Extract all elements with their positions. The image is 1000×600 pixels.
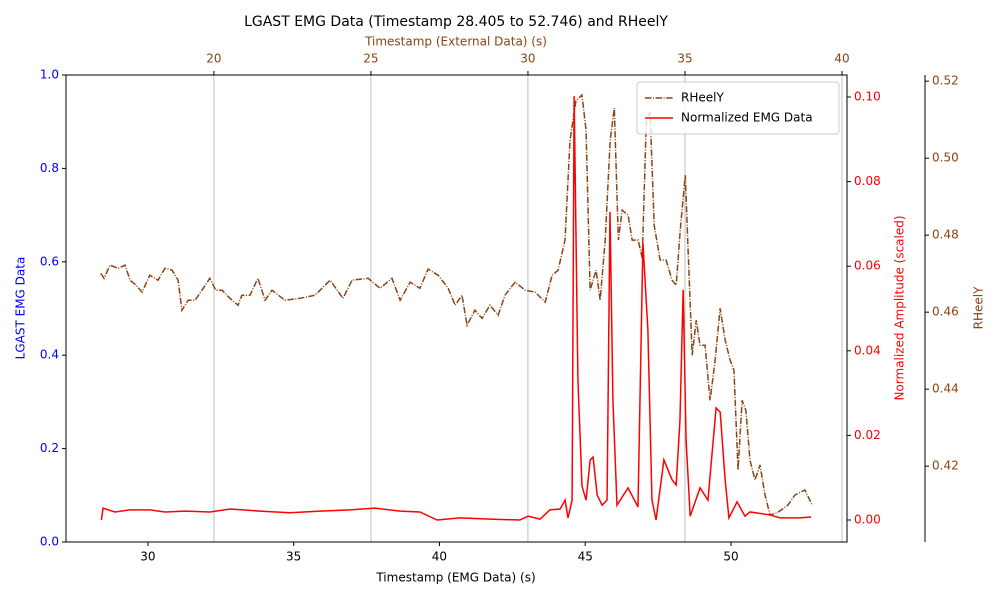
x2-axis-label: Timestamp (External Data) (s) [364,35,547,49]
x2-tick-label: 35 [677,52,692,66]
x-tick-label: 45 [578,550,593,564]
legend-label: Normalized EMG Data [681,111,813,125]
y2-tick-label: 0.00 [854,513,881,527]
y2-tick-label: 0.08 [854,174,881,188]
y3-tick-label: 0.48 [932,228,959,242]
y2-tick-label: 0.02 [854,428,881,442]
y2-tick-label: 0.06 [854,259,881,273]
data-line [100,96,812,521]
x-tick-label: 50 [723,550,738,564]
x-axis-label: Timestamp (EMG Data) (s) [375,571,535,585]
y3-tick-label: 0.42 [932,459,959,473]
y3-axis-label: RHeelY [972,286,986,329]
y-tick-label: 0.4 [40,348,59,362]
legend-label: RHeelY [681,91,724,105]
y2-tick-label: 0.04 [854,343,881,357]
legend-box [636,81,840,135]
y-tick-label: 0.2 [40,441,59,455]
x2-tick-label: 25 [363,52,378,66]
y3-tick-label: 0.44 [932,382,959,396]
x2-tick-label: 30 [520,52,535,66]
data-line [100,93,813,517]
x2-tick-label: 40 [834,52,849,66]
y-axis-label: LGAST EMG Data [14,257,28,360]
y3-tick-label: 0.46 [932,305,959,319]
x-tick-label: 35 [286,550,301,564]
y3-tick-label: 0.52 [932,74,959,88]
x2-tick-label: 20 [206,52,221,66]
chart-title: LGAST EMG Data (Timestamp 28.405 to 52.7… [244,14,668,30]
y2-tick-label: 0.10 [854,89,881,103]
x-tick-label: 30 [140,550,155,564]
y-tick-label: 0.6 [40,254,59,268]
y-tick-label: 1.0 [40,68,59,82]
y-tick-label: 0.0 [40,535,59,549]
y2-axis-label: Normalized Amplitude (scaled) [893,215,907,400]
plot-frame [65,74,848,543]
y3-tick-label: 0.50 [932,151,959,165]
y-tick-label: 0.8 [40,161,59,175]
x-tick-label: 40 [432,550,447,564]
